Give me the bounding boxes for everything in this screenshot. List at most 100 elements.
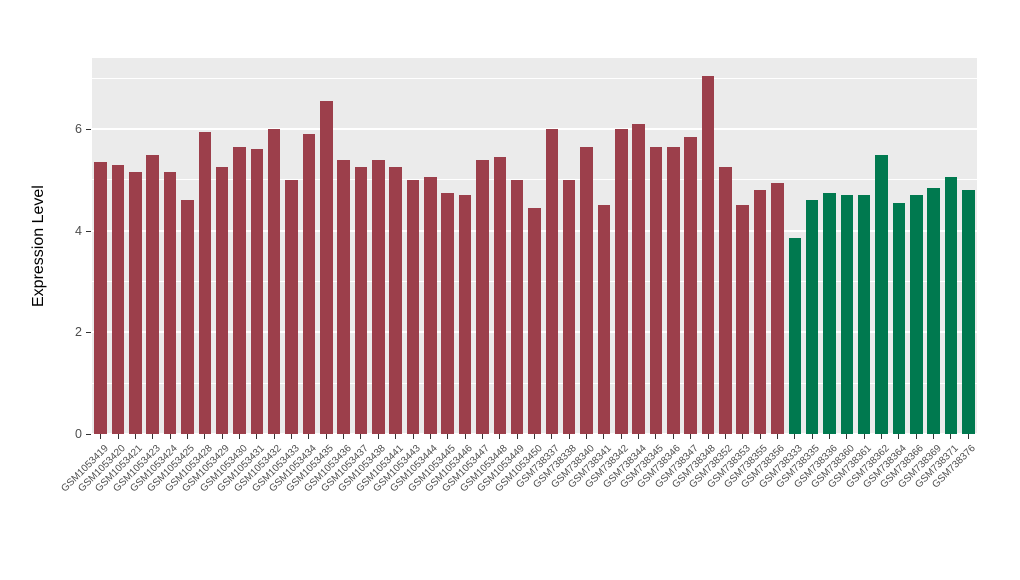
- bar-GSM738347: [684, 136, 697, 434]
- x-tick-mark: [655, 434, 657, 439]
- bar-GSM1053428: [198, 131, 212, 434]
- y-tick-label-6: 6: [75, 122, 82, 137]
- x-tick-mark: [915, 434, 917, 439]
- bar-GSM1053430: [233, 146, 246, 434]
- x-tick-mark: [534, 434, 535, 439]
- x-tick-mark: [759, 434, 761, 439]
- bar-GSM1053437: [354, 167, 368, 434]
- bar-GSM1053431: [250, 149, 264, 434]
- x-tick-mark: [204, 434, 206, 439]
- bar-GSM1053421: [129, 172, 142, 434]
- x-tick-mark: [881, 434, 883, 439]
- bar-GSM738336: [823, 192, 836, 434]
- bar-GSM1053434: [302, 134, 316, 434]
- bar-GSM738342: [615, 129, 628, 434]
- x-tick-mark: [516, 434, 518, 439]
- y-axis-title: Expression Level: [30, 185, 47, 307]
- bar-GSM1053419: [94, 162, 107, 434]
- x-tick-mark: [377, 434, 379, 439]
- x-tick-mark: [360, 434, 362, 439]
- x-tick-mark: [586, 434, 588, 439]
- x-tick-mark: [568, 434, 570, 439]
- bar-GSM738353: [736, 205, 749, 434]
- bar-GSM738348: [701, 75, 715, 434]
- x-tick-mark: [638, 434, 640, 439]
- x-tick-mark: [273, 434, 275, 439]
- x-tick-mark: [256, 434, 258, 439]
- x-tick-mark: [169, 434, 171, 439]
- x-tick-mark: [794, 434, 796, 439]
- bar-GSM738340: [580, 146, 593, 434]
- bar-GSM1053433: [285, 179, 298, 434]
- bar-GSM1053438: [372, 159, 385, 434]
- bar-GSM738366: [910, 195, 923, 434]
- bar-GSM738337: [545, 129, 559, 434]
- x-tick-mark: [551, 434, 553, 439]
- bar-GSM738364: [892, 202, 906, 434]
- bar-GSM738344: [632, 124, 645, 434]
- bar-GSM738338: [562, 179, 576, 434]
- y-tick-label-2: 2: [75, 325, 82, 340]
- bar-GSM1053444: [424, 177, 437, 434]
- bar-GSM1053443: [406, 179, 420, 434]
- y-tick-label-0: 0: [75, 427, 82, 441]
- x-tick-mark: [898, 434, 900, 439]
- gridline-y-7: [92, 77, 977, 79]
- x-tick-mark: [933, 434, 935, 439]
- bar-GSM738356: [771, 182, 784, 434]
- bar-GSM1053423: [146, 154, 159, 434]
- x-tick-mark: [152, 434, 154, 439]
- bar-GSM738341: [597, 205, 611, 434]
- bar-GSM738371: [944, 177, 958, 434]
- x-tick-mark: [325, 434, 327, 439]
- gridline-y-6: [92, 128, 977, 131]
- y-tick-mark: [86, 230, 91, 232]
- bar-GSM738360: [840, 195, 854, 434]
- x-tick-mark: [239, 434, 240, 439]
- x-tick-mark: [829, 434, 830, 439]
- x-tick-mark: [950, 434, 952, 439]
- y-tick-mark: [86, 434, 91, 435]
- x-tick-mark: [117, 434, 119, 439]
- x-tick-mark: [846, 434, 848, 439]
- bar-GSM738345: [649, 146, 663, 434]
- x-tick-mark: [447, 434, 449, 439]
- x-tick-mark: [464, 434, 466, 439]
- bar-GSM1053435: [320, 101, 333, 434]
- x-tick-mark: [724, 434, 726, 439]
- bar-GSM1053441: [389, 167, 402, 434]
- bar-GSM1053425: [181, 200, 194, 434]
- bar-GSM738376: [962, 190, 975, 434]
- y-tick-mark: [86, 332, 91, 334]
- x-tick-mark: [412, 434, 414, 439]
- x-tick-mark: [186, 434, 188, 439]
- bar-GSM738362: [875, 154, 888, 434]
- x-tick-mark: [967, 434, 969, 439]
- bar-GSM1053450: [528, 207, 541, 434]
- bar-GSM1053445: [441, 192, 454, 434]
- x-tick-mark: [811, 434, 813, 439]
- y-tick-label-4: 4: [75, 223, 82, 238]
- y-tick-mark: [86, 129, 91, 131]
- x-tick-mark: [429, 434, 431, 439]
- bar-GSM738346: [667, 146, 680, 434]
- x-tick-mark: [308, 434, 310, 439]
- x-tick-mark: [672, 434, 674, 439]
- x-tick-mark: [499, 434, 501, 439]
- bar-GSM738361: [857, 195, 871, 434]
- x-tick-mark: [776, 434, 778, 439]
- gridline-y-5: [92, 179, 977, 181]
- x-tick-mark: [291, 434, 293, 439]
- x-tick-mark: [707, 434, 709, 439]
- bar-GSM738335: [805, 200, 819, 434]
- x-tick-mark: [395, 434, 397, 439]
- bar-GSM1053448: [493, 157, 507, 434]
- bar-GSM1053449: [510, 179, 524, 434]
- bar-GSM738333: [788, 238, 802, 434]
- bar-GSM1053424: [163, 172, 177, 434]
- bar-GSM1053447: [476, 159, 489, 434]
- x-tick-mark: [100, 434, 102, 439]
- x-tick-mark: [690, 434, 692, 439]
- x-tick-mark: [603, 434, 605, 439]
